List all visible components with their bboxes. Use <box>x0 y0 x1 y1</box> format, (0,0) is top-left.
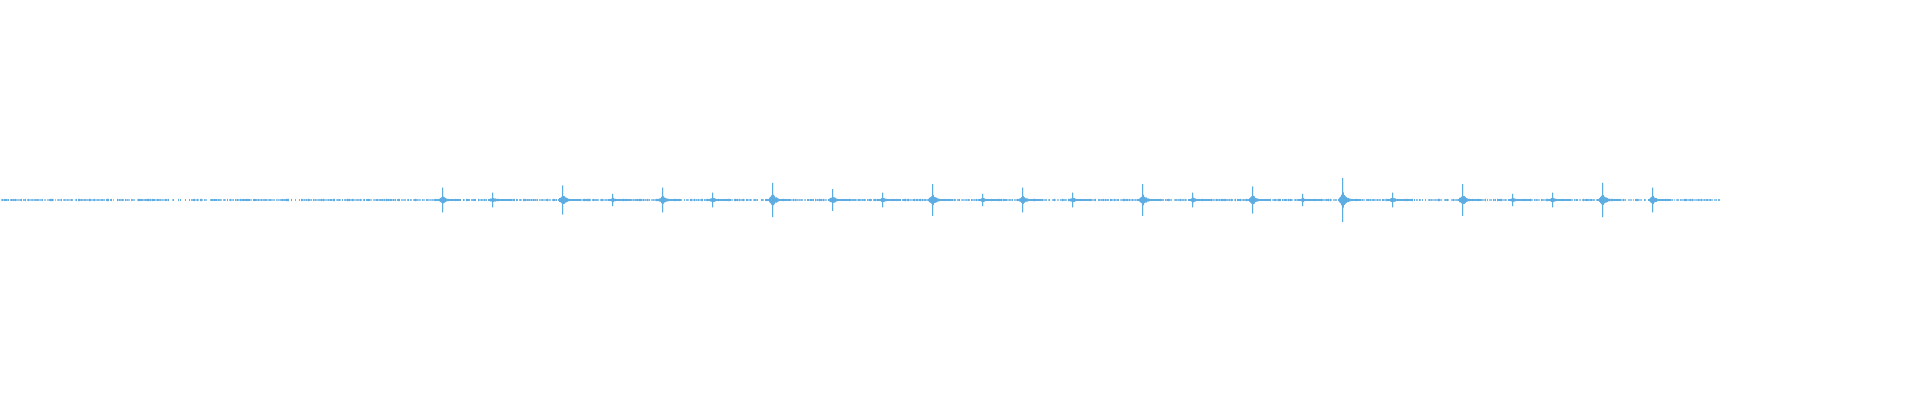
waveform-peak <box>608 193 631 207</box>
waveform-peak <box>828 189 851 211</box>
waveform-peak <box>878 192 901 208</box>
waveform-peak <box>928 184 951 216</box>
waveform-peak <box>1338 178 1361 222</box>
waveform-peak <box>1458 184 1481 216</box>
waveform-peak <box>488 192 511 208</box>
waveform-peak <box>708 192 731 208</box>
waveform-peak <box>978 193 1001 207</box>
waveform-peak <box>1548 192 1571 208</box>
waveform-peak <box>1138 184 1161 216</box>
waveform-peak <box>1188 192 1211 208</box>
waveform-peak <box>1298 193 1321 207</box>
waveform-peak <box>1508 193 1531 207</box>
waveform-peak <box>658 187 681 213</box>
waveform-peak <box>438 187 461 213</box>
waveform-peak <box>1018 187 1041 213</box>
waveform-peak <box>1068 192 1091 208</box>
waveform-peak <box>1598 182 1621 218</box>
waveform-peak <box>1648 187 1671 213</box>
waveform-peak <box>558 185 581 215</box>
waveform-peak <box>768 182 791 218</box>
waveform-peak <box>1248 186 1271 214</box>
waveform-peak <box>1388 192 1411 208</box>
